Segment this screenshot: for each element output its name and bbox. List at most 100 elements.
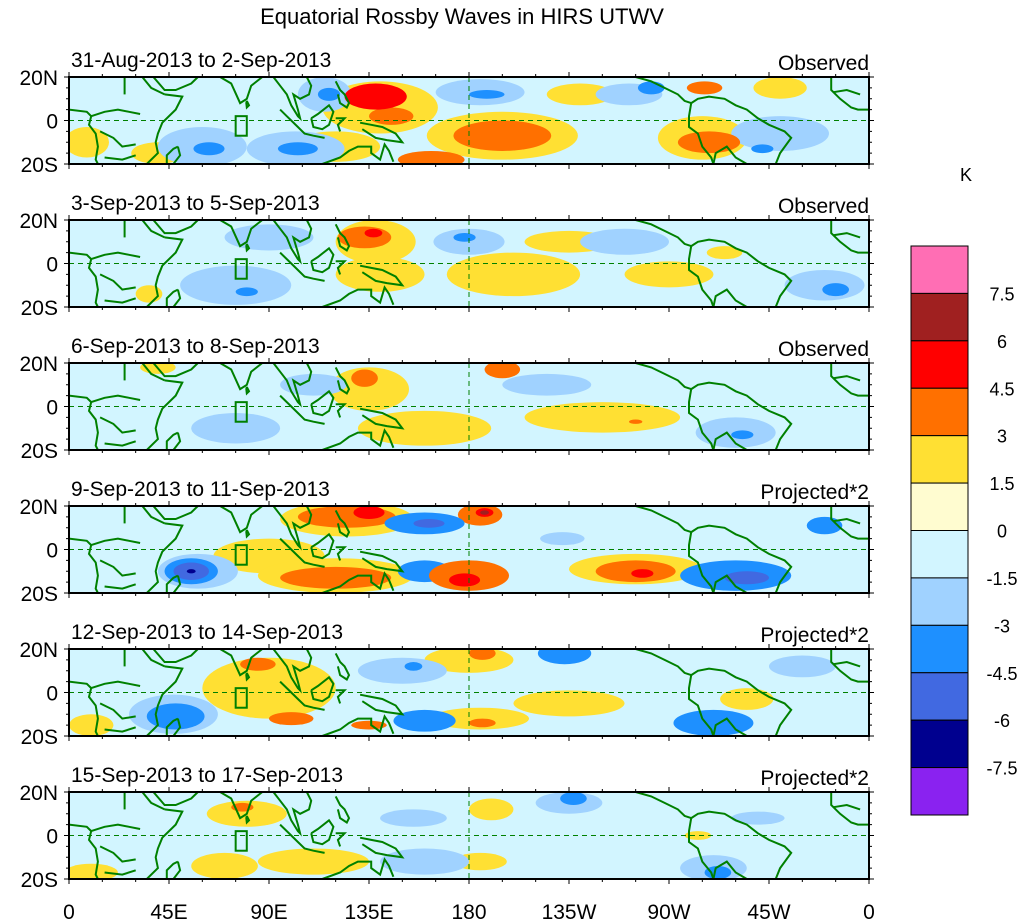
- coastline: [334, 509, 351, 538]
- colorbar-box: [910, 530, 969, 579]
- anomaly-contour: [720, 688, 774, 710]
- anomaly-field: [69, 506, 869, 593]
- anomaly-contour: [257, 848, 370, 875]
- coastline: [830, 506, 869, 540]
- coastline: [359, 836, 405, 859]
- colorbar-label: 3: [997, 427, 1007, 447]
- panel-date-range: 12-Sep-2013 to 14-Sep-2013: [71, 621, 343, 644]
- coastline: [152, 792, 199, 806]
- coastline: [310, 675, 335, 703]
- coastline: [688, 817, 715, 879]
- anomaly-contour: [193, 142, 225, 156]
- anomaly-contour: [380, 809, 447, 827]
- coastline: [219, 77, 263, 105]
- x-tick-label: 135W: [542, 901, 597, 924]
- coastline: [359, 264, 405, 287]
- anomaly-contour: [449, 573, 481, 587]
- coastline: [104, 726, 137, 733]
- panel-date-range: 3-Sep-2013 to 5-Sep-2013: [71, 192, 320, 215]
- panel: 20N 0 20S 15-Sep-2013 to 17-Sep-2013 Project…: [19, 764, 874, 892]
- coastline: [635, 363, 692, 391]
- colorbar-box: [910, 340, 969, 389]
- coastline: [104, 154, 137, 161]
- panel-date-range: 15-Sep-2013 to 17-Sep-2013: [71, 764, 343, 787]
- colorbar-box: [910, 482, 969, 532]
- panel-date-range: 31-Aug-2013 to 2-Sep-2013: [71, 49, 331, 72]
- anomaly-contour: [631, 569, 654, 578]
- anomaly-contour: [413, 519, 445, 528]
- colorbar-label: -6: [994, 711, 1010, 731]
- panel-type-label: Observed: [778, 195, 869, 218]
- coastline: [321, 571, 395, 593]
- colorbar-box: [910, 245, 969, 294]
- coastline: [635, 506, 692, 534]
- x-tick-label: 90E: [250, 901, 287, 924]
- coastline: [690, 238, 793, 307]
- coastline: [690, 810, 793, 879]
- colorbar-label: 1.5: [989, 474, 1014, 494]
- anomaly-contour: [560, 792, 587, 806]
- anomaly-field: [69, 649, 869, 736]
- anomaly-contour: [191, 852, 258, 879]
- anomaly-field: [69, 363, 869, 450]
- coastline: [69, 251, 99, 307]
- anomaly-contour: [351, 720, 387, 730]
- anomaly-contour: [524, 402, 681, 433]
- y-tick-label: 20S: [21, 297, 58, 320]
- coastline: [335, 260, 348, 275]
- coastlines: [69, 792, 869, 879]
- coastline: [141, 649, 166, 668]
- coastlines: [69, 220, 869, 307]
- coastline: [310, 389, 335, 417]
- colorbar-label: -3: [994, 616, 1010, 636]
- anomaly-contour: [344, 83, 407, 110]
- coastlines: [69, 77, 869, 164]
- anomaly-contour: [822, 283, 850, 297]
- coastline: [335, 546, 348, 561]
- panel: 20N 0 20S 6-Sep-2013 to 8-Sep-2013 Observed: [19, 335, 874, 463]
- coastline: [833, 803, 861, 811]
- anomaly-contour: [269, 712, 314, 726]
- anomaly-contour: [731, 430, 754, 440]
- anomaly-contour: [677, 131, 741, 154]
- anomaly-contour: [453, 233, 476, 242]
- coastline: [152, 363, 199, 378]
- x-tick-label: 0: [863, 901, 875, 924]
- coastline: [69, 537, 99, 593]
- coastline: [359, 693, 405, 716]
- x-axis: 0 45E 90E 135E 180 135W 90W 45W 0: [63, 901, 875, 924]
- anomaly-contour: [704, 865, 732, 879]
- coastline: [359, 550, 405, 573]
- coastline: [90, 537, 141, 547]
- coastline: [104, 869, 137, 876]
- coastline: [99, 273, 136, 291]
- coastline: [152, 77, 199, 91]
- coastline: [310, 818, 335, 846]
- y-tick-label: 0: [46, 397, 58, 420]
- coastline: [90, 108, 141, 118]
- reference-box: [234, 258, 248, 280]
- anomaly-contour: [469, 718, 496, 728]
- coastline: [99, 130, 136, 148]
- y-tick-label: 0: [46, 540, 58, 563]
- coastline: [272, 363, 313, 408]
- coastline: [688, 674, 715, 736]
- coastline: [833, 517, 861, 525]
- coastline: [690, 524, 793, 593]
- coastline: [245, 243, 251, 253]
- y-tick-label: 20N: [19, 782, 58, 805]
- x-tick-label: 45W: [747, 901, 790, 924]
- coastline: [272, 506, 313, 551]
- anomaly-contour: [146, 703, 205, 730]
- anomaly-contour: [469, 90, 505, 99]
- y-tick-label: 0: [46, 254, 58, 277]
- panel-date-range: 6-Sep-2013 to 8-Sep-2013: [71, 335, 320, 358]
- anomaly-contour: [277, 142, 318, 156]
- coastline: [635, 792, 692, 820]
- coastline: [712, 288, 748, 307]
- coastline: [712, 431, 748, 450]
- anomaly-contour: [317, 87, 341, 101]
- coastline: [245, 386, 251, 396]
- colorbar-label: -4.5: [986, 664, 1017, 684]
- panel-type-label: Projected*2: [760, 481, 869, 504]
